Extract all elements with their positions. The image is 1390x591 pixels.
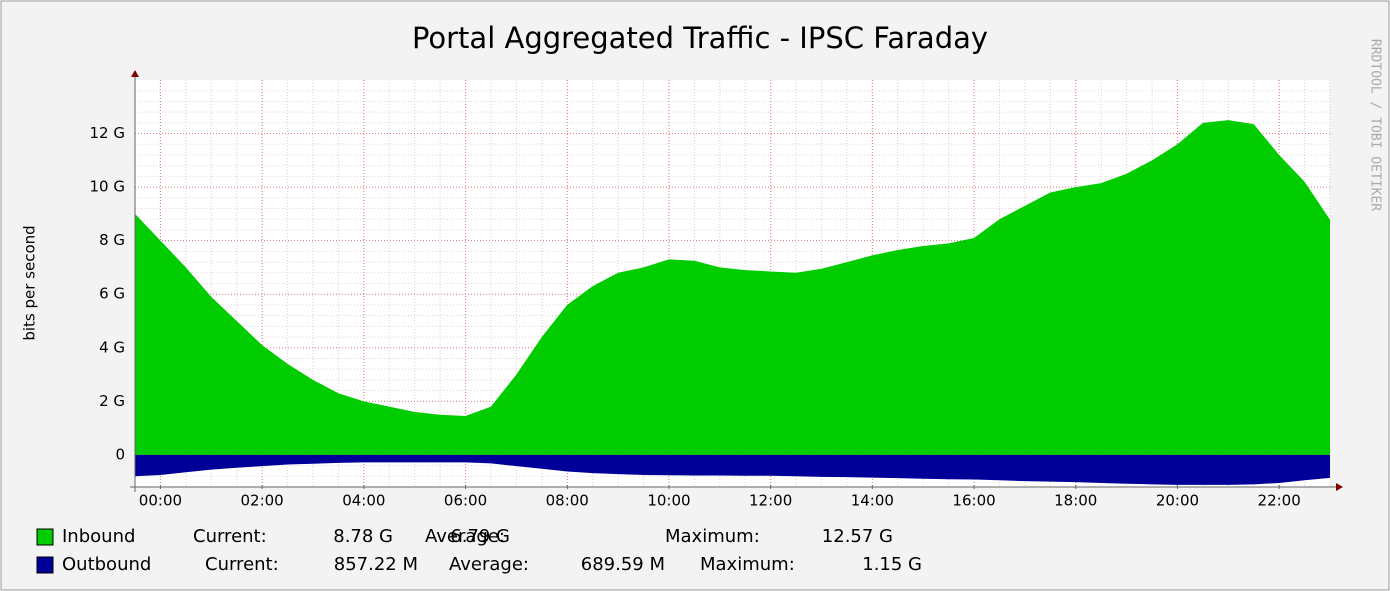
legend-label: Inbound xyxy=(62,526,135,547)
x-tick-label: 20:00 xyxy=(1156,492,1199,510)
y-tick-label: 8 G xyxy=(99,231,125,249)
legend-stat: Current: xyxy=(193,526,267,547)
legend-stat: Average: xyxy=(449,554,529,575)
legend-stat: 1.15 G xyxy=(862,554,922,575)
y-tick-label: 4 G xyxy=(99,338,125,356)
legend-label: Outbound xyxy=(62,554,151,575)
legend-stat: 8.78 G xyxy=(333,526,393,547)
x-tick-label: 12:00 xyxy=(749,492,792,510)
area xyxy=(135,454,1330,485)
x-tick-label: 14:00 xyxy=(851,492,894,510)
x-tick-label: 22:00 xyxy=(1258,492,1301,510)
x-tick-label: 04:00 xyxy=(342,492,385,510)
x-axis-arrow xyxy=(1336,483,1343,491)
legend-stat: Current: xyxy=(205,554,279,575)
legend-stat: Maximum: xyxy=(665,526,760,547)
chart-title: Portal Aggregated Traffic - IPSC Faraday xyxy=(412,21,988,55)
legend-stat: Maximum: xyxy=(700,554,795,575)
x-tick-label: 08:00 xyxy=(546,492,589,510)
y-tick-label: 6 G xyxy=(99,285,125,303)
y-tick-label: 2 G xyxy=(99,392,125,410)
x-tick-label: 10:00 xyxy=(647,492,690,510)
legend-stat: 689.59 M xyxy=(581,554,665,575)
legend-stat: 6.79 G xyxy=(450,526,510,547)
legend-stat: 857.22 M xyxy=(334,554,418,575)
legend-swatch xyxy=(36,528,54,546)
y-axis-arrow xyxy=(131,70,139,77)
x-tick-label: 18:00 xyxy=(1054,492,1097,510)
watermark: RRDTOOL / TOBI OETIKER xyxy=(1368,39,1383,211)
y-tick-label: 10 G xyxy=(90,178,125,196)
area xyxy=(135,120,1330,455)
x-tick-label: 16:00 xyxy=(952,492,995,510)
x-tick-label: 00:00 xyxy=(139,492,182,510)
y-axis-label: bits per second xyxy=(21,225,39,340)
x-tick-label: 06:00 xyxy=(444,492,487,510)
legend-swatch xyxy=(36,556,54,574)
legend-stat: Average: xyxy=(425,526,505,547)
legend-stat: 12.57 G xyxy=(822,526,893,547)
y-tick-label: 12 G xyxy=(90,124,125,142)
x-tick-label: 02:00 xyxy=(241,492,284,510)
y-tick-label: 0 xyxy=(115,445,125,463)
